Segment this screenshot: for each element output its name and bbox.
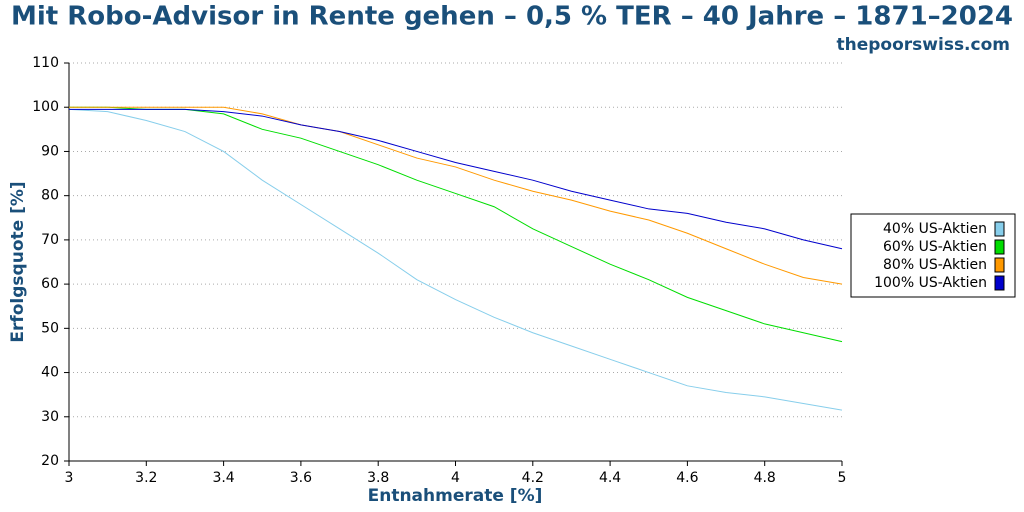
x-tick-label: 3.8 <box>367 470 389 486</box>
x-tick-label: 5 <box>838 470 847 486</box>
x-tick-label: 4.8 <box>754 470 776 486</box>
y-tick-label: 30 <box>41 409 59 425</box>
y-tick-label: 40 <box>41 365 59 381</box>
x-tick-label: 3 <box>65 470 74 486</box>
y-tick-label: 50 <box>41 320 59 336</box>
legend-swatch <box>994 275 1005 291</box>
x-tick-label: 3.6 <box>290 470 312 486</box>
line <box>69 106 843 285</box>
legend-label: 100% US-Aktien <box>874 275 987 291</box>
x-tick-label: 4.4 <box>599 470 621 486</box>
x-tick-label: 4.6 <box>676 470 698 486</box>
chart-title: Mit Robo-Advisor in Rente gehen – 0,5 % … <box>11 2 1013 32</box>
legend-label: 80% US-Aktien <box>883 257 987 273</box>
y-tick-label: 90 <box>41 143 59 159</box>
y-tick-label: 80 <box>41 188 59 204</box>
y-tick-label: 20 <box>41 453 59 469</box>
legend-swatch <box>994 257 1005 273</box>
legend-swatch <box>994 239 1005 255</box>
y-tick-label: 70 <box>41 232 59 248</box>
x-axis-label: Entnahmerate [%] <box>368 486 543 506</box>
legend-box <box>850 213 1016 298</box>
legend-label: 60% US-Aktien <box>883 239 987 255</box>
y-tick-label: 60 <box>41 276 59 292</box>
y-axis-label: Erfolgsquote [%] <box>8 181 28 342</box>
y-tick-label: 110 <box>32 55 59 71</box>
x-tick-label: 3.4 <box>212 470 234 486</box>
legend-swatch <box>994 221 1005 237</box>
x-tick-label: 4.2 <box>522 470 544 486</box>
y-tick-label: 100 <box>32 99 59 115</box>
legend-label: 40% US-Aktien <box>883 221 987 237</box>
line <box>69 108 843 250</box>
chart-subtitle: thepoorswiss.com <box>837 35 1011 55</box>
x-tick-label: 3.2 <box>135 470 157 486</box>
line <box>68 108 843 411</box>
x-tick-label: 4 <box>451 470 460 486</box>
line <box>69 106 843 343</box>
